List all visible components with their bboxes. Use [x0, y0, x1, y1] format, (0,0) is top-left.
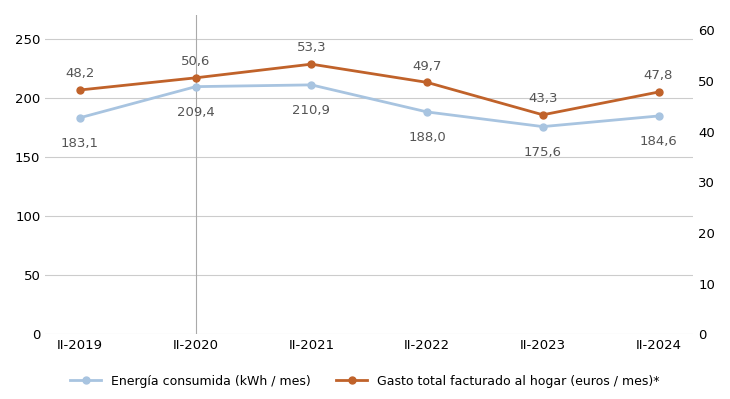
Text: 49,7: 49,7: [412, 60, 442, 73]
Gasto total facturado al hogar (euros / mes)*: [423, 80, 431, 85]
Text: 48,2: 48,2: [65, 67, 95, 80]
Energía consumida (kWh / mes): [539, 124, 548, 129]
Legend: Energía consumida (kWh / mes), Gasto total facturado al hogar (euros / mes)*: Energía consumida (kWh / mes), Gasto tot…: [65, 370, 665, 393]
Text: 47,8: 47,8: [644, 69, 673, 82]
Energía consumida (kWh / mes): [423, 110, 431, 115]
Text: 183,1: 183,1: [61, 137, 99, 150]
Gasto total facturado al hogar (euros / mes)*: [307, 62, 316, 67]
Energía consumida (kWh / mes): [76, 115, 85, 120]
Text: 188,0: 188,0: [408, 131, 446, 144]
Energía consumida (kWh / mes): [654, 114, 663, 119]
Energía consumida (kWh / mes): [191, 84, 200, 89]
Line: Gasto total facturado al hogar (euros / mes)*: Gasto total facturado al hogar (euros / …: [77, 61, 662, 118]
Gasto total facturado al hogar (euros / mes)*: [654, 90, 663, 95]
Text: 175,6: 175,6: [524, 146, 562, 159]
Energía consumida (kWh / mes): [307, 83, 316, 87]
Gasto total facturado al hogar (euros / mes)*: [539, 113, 548, 117]
Text: 184,6: 184,6: [639, 135, 677, 148]
Text: 209,4: 209,4: [177, 106, 215, 119]
Gasto total facturado al hogar (euros / mes)*: [191, 75, 200, 80]
Gasto total facturado al hogar (euros / mes)*: [76, 88, 85, 93]
Text: 50,6: 50,6: [181, 55, 210, 68]
Text: 210,9: 210,9: [293, 104, 331, 117]
Text: 43,3: 43,3: [528, 92, 558, 105]
Line: Energía consumida (kWh / mes): Energía consumida (kWh / mes): [77, 81, 662, 130]
Text: 53,3: 53,3: [296, 41, 326, 54]
